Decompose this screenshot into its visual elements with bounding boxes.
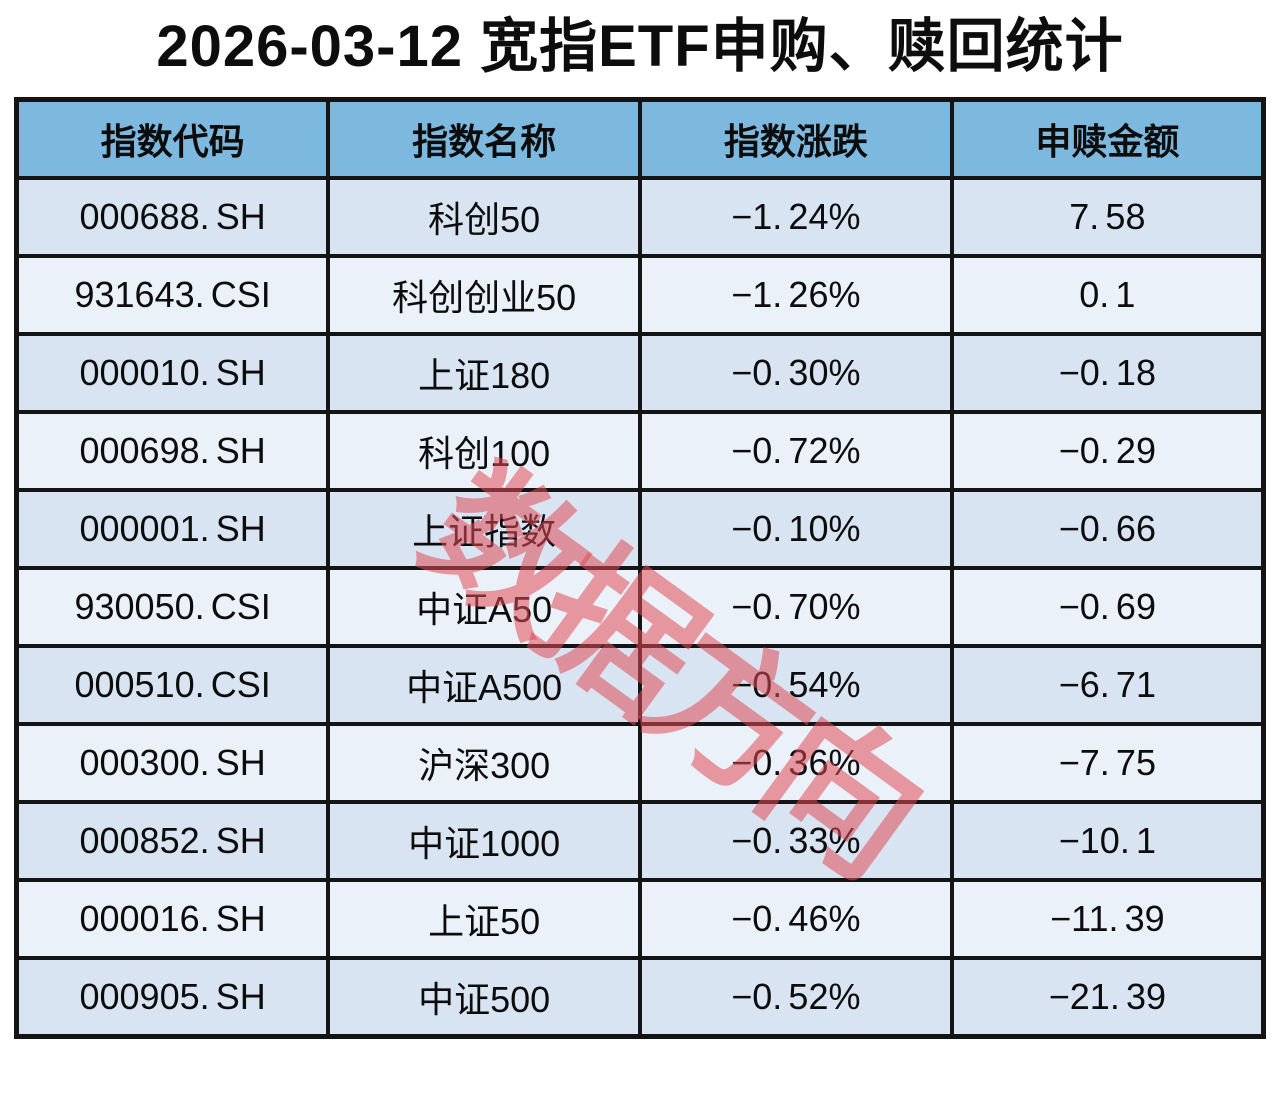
cell-net-amount: −0. 29 [949,410,1266,492]
table-row: 930050. CSI 中证A50 −0. 70% −0. 69 [14,566,1266,648]
cell-index-name: 中证1000 [326,800,642,882]
cell-index-change: −0. 30% [638,332,954,414]
cell-net-amount: −6. 71 [949,644,1266,726]
cell-net-amount: −0. 18 [949,332,1266,414]
cell-index-name: 科创100 [326,410,642,492]
cell-index-change: −1. 24% [638,176,954,258]
table-row: 000688. SH 科创50 −1. 24% 7. 58 [14,176,1266,258]
cell-index-name: 科创50 [326,176,642,258]
cell-index-change: −0. 70% [638,566,954,648]
header-row: 指数代码 指数名称 指数涨跌 申赎金额 [14,97,1266,180]
cell-index-code: 930050. CSI [14,566,331,648]
table-row: 931643. CSI 科创创业50 −1. 26% 0. 1 [14,254,1266,336]
cell-index-code: 000688. SH [14,176,331,258]
cell-index-name: 沪深300 [326,722,642,804]
cell-net-amount: −0. 66 [949,488,1266,570]
cell-net-amount: 0. 1 [949,254,1266,336]
cell-net-amount: −11. 39 [949,878,1266,960]
cell-net-amount: −10. 1 [949,800,1266,882]
cell-index-change: −0. 46% [638,878,954,960]
cell-net-amount: −21. 39 [949,956,1266,1039]
cell-index-name: 上证50 [326,878,642,960]
table-row: 000300. SH 沪深300 −0. 36% −7. 75 [14,722,1266,804]
cell-index-code: 000016. SH [14,878,331,960]
cell-index-name: 中证A50 [326,566,642,648]
cell-index-change: −0. 72% [638,410,954,492]
table-row: 000001. SH 上证指数 −0. 10% −0. 66 [14,488,1266,570]
cell-index-code: 000300. SH [14,722,331,804]
cell-net-amount: 7. 58 [949,176,1266,258]
table-body: 000688. SH 科创50 −1. 24% 7. 58 931643. CSI 科创创业50−… [14,176,1266,1039]
cell-index-code: 000510. CSI [14,644,331,726]
cell-index-name: 上证180 [326,332,642,414]
col-header-index-change: 指数涨跌 [638,97,954,180]
cell-index-change: −0. 54% [638,644,954,726]
cell-net-amount: −0. 69 [949,566,1266,648]
cell-index-code: 000010. SH [14,332,331,414]
table-row: 000010. SH 上证180 −0. 30% −0. 18 [14,332,1266,414]
col-header-index-code: 指数代码 [14,97,331,180]
table-row: 000016. SH 上证50 −0. 46% −11. 39 [14,878,1266,960]
cell-index-name: 科创创业50 [326,254,642,336]
table-header: 指数代码 指数名称 指数涨跌 申赎金额 [14,97,1266,180]
cell-index-change: −0. 52% [638,956,954,1039]
cell-index-name: 中证500 [326,956,642,1039]
cell-index-change: −1. 26% [638,254,954,336]
cell-index-change: −0. 36% [638,722,954,804]
cell-index-change: −0. 33% [638,800,954,882]
cell-index-name: 上证指数 [326,488,642,570]
page-title: 2026-03-12 宽指ETF申购、赎回统计 [156,14,1124,79]
table-row: 000510. CSI 中证A500 −0. 54% −6. 71 [14,644,1266,726]
cell-index-code: 931643. CSI [14,254,331,336]
cell-index-code: 000001. SH [14,488,331,570]
col-header-index-name: 指数名称 [326,97,642,180]
table-row: 000852. SH 中证1000 −0. 33% −10. 1 [14,800,1266,882]
table-row: 000698. SH 科创100 −0. 72% −0. 29 [14,410,1266,492]
etf-statistics-table: 指数代码 指数名称 指数涨跌 申赎金额 000688. SH 科创50 −1. 24% 7… [14,97,1266,1039]
cell-index-code: 000698. SH [14,410,331,492]
table-row: 000905. SH 中证500 −0. 52% −21. 39 [14,956,1266,1039]
cell-index-code: 000852. SH [14,800,331,882]
cell-index-change: −0. 10% [638,488,954,570]
cell-index-name: 中证A500 [326,644,642,726]
cell-index-code: 000905. SH [14,956,331,1039]
col-header-net-amount: 申赎金额 [949,97,1266,180]
cell-net-amount: −7. 75 [949,722,1266,804]
